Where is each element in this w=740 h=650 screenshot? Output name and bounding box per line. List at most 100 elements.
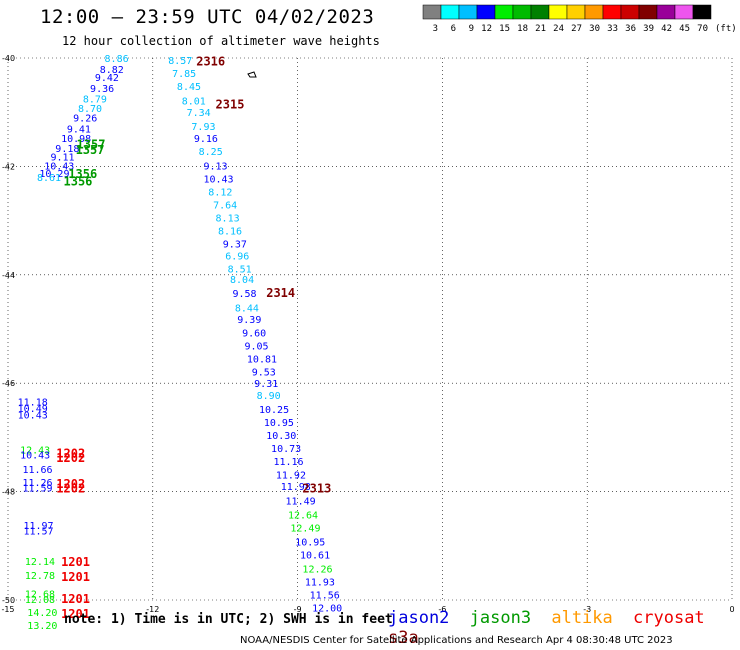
wave-height-point: 10.30 <box>266 431 296 442</box>
wave-height-point: 10.25 <box>259 405 289 416</box>
y-tick-label: -46 <box>2 379 15 388</box>
wave-height-point: 11.57 <box>23 527 53 538</box>
wave-height-point: 8.90 <box>257 391 281 402</box>
color-scale-label: 36 <box>625 24 636 34</box>
wave-height-point: 9.37 <box>223 239 247 250</box>
pass-time-label: 1357 <box>77 138 106 152</box>
wave-height-point: 9.53 <box>252 367 276 378</box>
color-swatch <box>494 4 514 20</box>
pass-time-label: 1356 <box>68 167 97 181</box>
color-scale-label: 27 <box>571 24 582 34</box>
y-tick-label: -50 <box>2 596 15 605</box>
x-tick-label: -6 <box>438 605 446 614</box>
chart-subtitle: 12 hour collection of altimeter wave hei… <box>62 34 380 48</box>
wave-height-point: 11.16 <box>273 457 303 468</box>
wave-height-point: 8.61 <box>37 173 61 184</box>
pass-time-label: 2313 <box>302 481 331 495</box>
wave-height-point: 11.93 <box>305 578 335 589</box>
sat-s3a: s3a <box>388 628 419 648</box>
plot-grid <box>7 57 733 601</box>
color-swatch <box>458 4 478 20</box>
wave-height-point: 11.97 <box>23 521 53 532</box>
color-scale-label: 45 <box>679 24 690 34</box>
color-scale-label: 24 <box>553 24 564 34</box>
wave-height-point: 8.86 <box>105 54 129 65</box>
wave-height-point: 10.81 <box>247 354 277 365</box>
color-swatch <box>548 4 568 20</box>
pass-time-label: 1202 <box>56 447 85 461</box>
wave-height-point: 11.49 <box>286 496 316 507</box>
wave-height-point: 10.43 <box>44 161 74 172</box>
axis-ticks: -15 -12 -9 -6 -3 0 -40 -42 -44 -46 -48 -50 <box>1 54 734 614</box>
pass-time-label: 1201 <box>61 570 90 584</box>
color-scale-label: 12 <box>481 24 492 34</box>
sat-cryosat: cryosat <box>633 608 705 628</box>
y-tick-label: -42 <box>2 162 15 171</box>
wave-height-point: 7.85 <box>172 69 196 80</box>
wave-height-point: 10.43 <box>20 451 50 462</box>
color-swatch <box>620 4 640 20</box>
color-swatch <box>584 4 604 20</box>
wave-height-point: 9.31 <box>254 379 278 390</box>
color-scale-label: 9 <box>469 24 474 34</box>
color-scale-label: 18 <box>517 24 528 34</box>
wave-height-point: 7.93 <box>191 122 215 133</box>
wave-height-point: 8.70 <box>78 104 102 115</box>
y-tick-label: -44 <box>2 271 15 280</box>
wave-height-point: 8.82 <box>100 65 124 76</box>
coastline <box>247 71 257 78</box>
color-scale-label: 30 <box>589 24 600 34</box>
wave-height-point: 11.66 <box>22 465 52 476</box>
wave-height-point: 12.64 <box>288 510 318 521</box>
pass-time-label: 1201 <box>61 592 90 606</box>
wave-height-point: 10.61 <box>300 550 330 561</box>
color-swatch <box>512 4 532 20</box>
y-tick-label: -48 <box>2 488 15 497</box>
wave-height-point: 9.13 <box>203 161 227 172</box>
wave-height-point: 11.92 <box>276 470 306 481</box>
wave-height-point: 12.49 <box>290 523 320 534</box>
wave-height-point: 10.98 <box>61 134 91 145</box>
x-tick-label: -12 <box>146 605 159 614</box>
color-scale-label: 42 <box>661 24 672 34</box>
wave-height-point: 8.57 <box>168 56 192 67</box>
y-tick-label: -40 <box>2 54 15 63</box>
color-scale-label: 39 <box>643 24 654 34</box>
color-swatch <box>674 4 694 20</box>
wave-height-point: 9.41 <box>67 124 91 135</box>
pass-time-label: 1202 <box>56 481 85 495</box>
wave-height-point: 7.64 <box>213 200 237 211</box>
wave-height-point: 11.26 <box>22 478 52 489</box>
x-tick-label: -9 <box>294 605 302 614</box>
wave-height-point: 8.45 <box>177 82 201 93</box>
wave-height-point: 10.95 <box>264 418 294 429</box>
color-swatch <box>692 4 712 20</box>
sat-altika: altika <box>551 608 613 628</box>
color-swatch <box>656 4 676 20</box>
wave-height-point: 9.39 <box>237 315 261 326</box>
wave-height-point: 10.73 <box>271 444 301 455</box>
wave-height-point: 9.58 <box>232 289 256 300</box>
wave-height-point: 8.25 <box>199 147 223 158</box>
color-scale-label: 21 <box>535 24 546 34</box>
wave-height-point: 11.56 <box>310 591 340 602</box>
wave-height-point: 11.98 <box>281 482 311 493</box>
color-swatch <box>476 4 496 20</box>
pass-time-label: 2316 <box>196 54 225 68</box>
wave-height-point: 12.78 <box>25 571 55 582</box>
wave-height-point: 12.08 <box>25 595 55 606</box>
wave-height-point: 8.44 <box>235 303 259 314</box>
wave-height-point: 12.26 <box>302 565 332 576</box>
color-scale-legend: 3 6 9 12 15 18 21 24 27 30 33 36 39 42 45 70 (ft) <box>422 4 737 34</box>
sat-jason3: jason3 <box>469 608 532 628</box>
color-swatch <box>440 4 460 20</box>
wave-height-point: 14.20 <box>27 608 57 619</box>
wave-height-point: 10.29 <box>39 169 69 180</box>
wave-height-point: 10.49 <box>18 404 48 415</box>
color-swatch <box>638 4 658 20</box>
color-swatch <box>530 4 550 20</box>
wave-height-point: 9.60 <box>242 328 266 339</box>
color-swatch <box>422 4 442 20</box>
pass-time-label: 1202 <box>56 477 85 491</box>
